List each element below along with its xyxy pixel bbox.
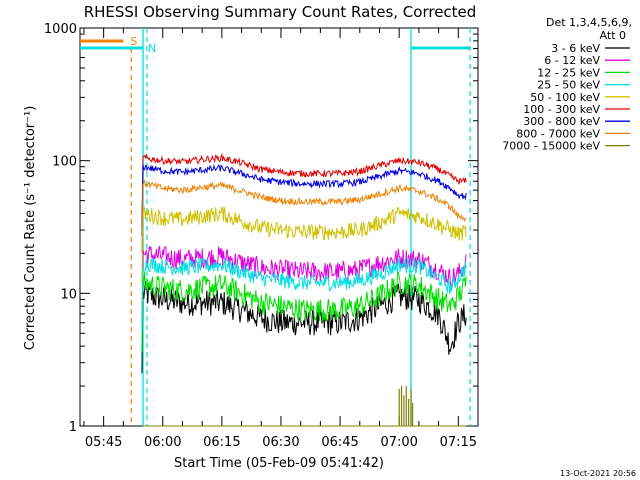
x-tick-label: 06:30 bbox=[262, 435, 299, 450]
y-tick-label: 1 bbox=[69, 420, 77, 435]
series-line bbox=[141, 280, 467, 374]
night-label: N bbox=[148, 42, 156, 55]
legend-header-line-1: Det 1,3,4,5,6,9, bbox=[546, 16, 632, 29]
y-tick-label: 100 bbox=[52, 155, 77, 170]
legend-entry-label: 25 - 50 keV bbox=[537, 79, 600, 92]
observing-markers: SN bbox=[80, 28, 471, 426]
legend-entry-label: 50 - 100 keV bbox=[530, 91, 600, 104]
series-line bbox=[141, 271, 467, 353]
x-axis-label: Start Time (05-Feb-09 05:41:42) bbox=[174, 456, 384, 471]
legend-entry-label: 3 - 6 keV bbox=[551, 42, 600, 55]
x-tick-label: 07:00 bbox=[380, 435, 417, 450]
y-tick-label: 1000 bbox=[44, 22, 77, 37]
legend-entry-label: 7000 - 15000 keV bbox=[502, 140, 600, 153]
series-line bbox=[141, 256, 467, 333]
y-tick-label: 10 bbox=[60, 287, 77, 302]
series-line bbox=[141, 152, 467, 228]
legend-header-line-2: Att 0 bbox=[600, 29, 626, 42]
legend-entry-label: 800 - 7000 keV bbox=[516, 127, 600, 140]
x-axis-ticks: 05:45 06:00 06:15 06:30 06:45 07:00 07:15 bbox=[83, 28, 479, 450]
legend-entry-label: 100 - 300 keV bbox=[523, 103, 600, 116]
footer-date: 13-Oct-2021 20:56 bbox=[560, 469, 636, 478]
series-line bbox=[141, 163, 467, 237]
legend-entry-label: 12 - 25 keV bbox=[537, 66, 600, 79]
chart-title: RHESSI Observing Summary Count Rates, Co… bbox=[84, 3, 477, 21]
x-tick-label: 05:45 bbox=[85, 435, 122, 450]
series-layer bbox=[141, 152, 467, 427]
saa-label: S bbox=[130, 35, 137, 48]
y-axis-label: Corrected Count Rate (s⁻¹ detector⁻¹) bbox=[23, 106, 38, 351]
series-line bbox=[141, 245, 467, 323]
x-tick-label: 07:15 bbox=[440, 435, 477, 450]
x-tick-label: 06:45 bbox=[321, 435, 358, 450]
x-tick-label: 06:15 bbox=[203, 435, 240, 450]
series-line bbox=[141, 180, 467, 253]
x-tick-label: 06:00 bbox=[144, 435, 181, 450]
legend-entry-label: 300 - 800 keV bbox=[523, 115, 600, 128]
legend-entry-label: 6 - 12 keV bbox=[544, 54, 600, 67]
series-line bbox=[141, 206, 467, 283]
